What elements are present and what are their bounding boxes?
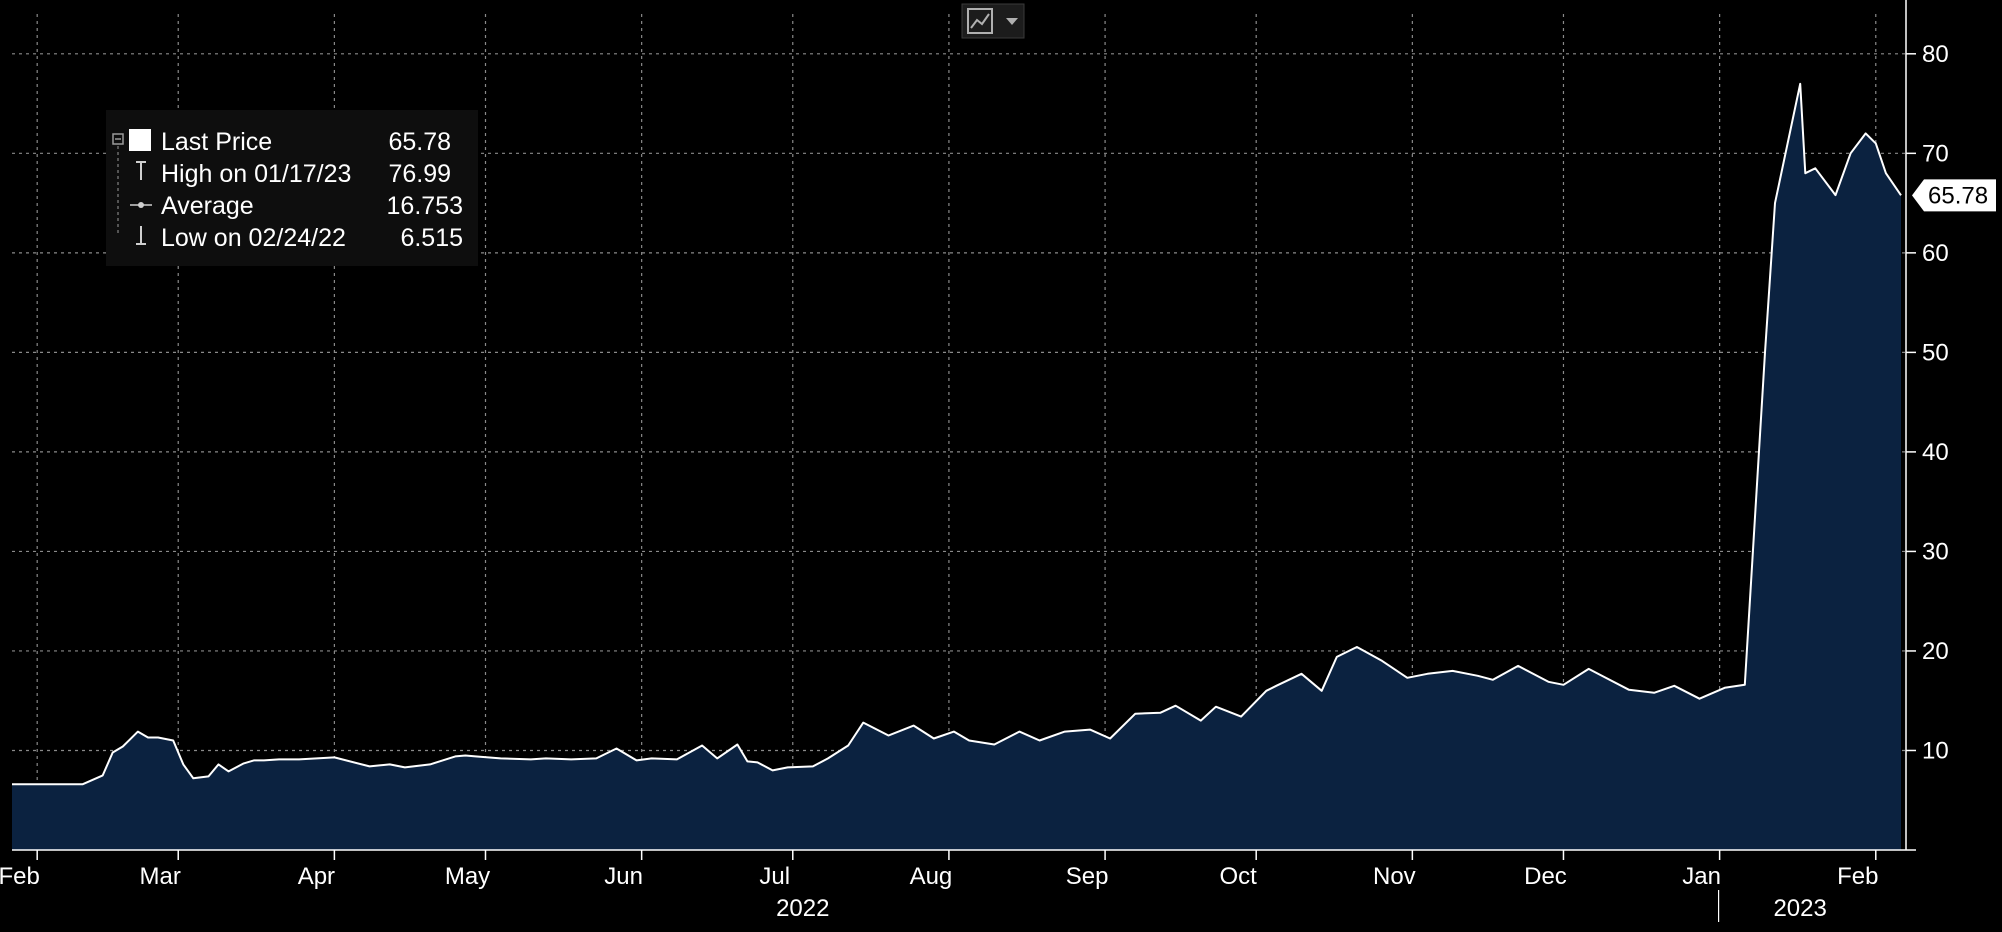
x-tick-label: Apr [298,863,335,890]
legend-value-last-price: 65.78 [388,128,451,156]
x-tick-label: Oct [1220,863,1258,890]
x-tick-label: Jul [759,863,790,890]
y-tick-label: 30 [1922,538,1949,565]
legend-entry-low[interactable]: Low on 02/24/22 6.515 [136,224,463,252]
x-tick-label: Mar [140,863,181,890]
price-line [12,82,1902,786]
filled-square-icon [129,129,151,151]
x-tick-label: Dec [1524,863,1567,890]
legend-value-average: 16.753 [387,192,463,220]
legend: Last Price 65.78 High on 01/17/23 76.99 … [106,110,478,266]
last-price-callout: 65.78 [1912,179,1996,212]
legend-entry-last-price[interactable]: Last Price 65.78 [129,128,451,156]
legend-label-last-price: Last Price [161,128,272,156]
legend-label-high: High on 01/17/23 [161,160,351,188]
last-price-callout-text: 65.78 [1928,182,1988,209]
x-tick-label: Sep [1066,863,1109,890]
legend-box [106,110,478,266]
last-price-callout-shape [1912,179,1996,212]
legend-label-average: Average [161,192,254,220]
x-tick-label: Aug [910,863,953,890]
y-tick-label: 50 [1922,339,1949,366]
high-marker-icon [136,161,146,180]
y-tick-label: 20 [1922,638,1949,665]
legend-value-low: 6.515 [400,224,463,252]
legend-label-low: Low on 02/24/22 [161,224,346,252]
average-marker-icon [130,202,152,208]
x-tick-label: Nov [1373,863,1416,890]
legend-entry-average[interactable]: Average 16.753 [130,192,463,220]
price-area [12,83,1901,851]
y-tick-label: 10 [1922,737,1949,764]
x-tick-label: Feb [0,863,40,890]
x-tick-label: Jan [1682,863,1721,890]
low-marker-icon [136,226,146,245]
y-tick-label: 80 [1922,41,1949,68]
chart-type-button[interactable] [961,3,1025,39]
chevron-down-icon [1006,18,1018,25]
x-year-label: 2023 [1773,895,1826,922]
axis-layer: 10 20 30 40 50 60 70 80 Feb Mar Apr May Jun Jul Aug Sep… [0,0,1949,922]
x-tick-label: May [445,863,490,890]
legend-collapse-icon[interactable] [112,133,124,145]
y-tick-label: 40 [1922,439,1949,466]
series-layer [12,82,1902,851]
x-tick-label: Jun [604,863,643,890]
x-tick-label: Feb [1837,863,1878,890]
x-year-label: 2022 [776,895,829,922]
legend-value-high: 76.99 [388,160,451,188]
legend-entry-high[interactable]: High on 01/17/23 76.99 [136,160,451,188]
y-tick-label: 70 [1922,140,1949,167]
y-tick-label: 60 [1922,240,1949,267]
line-chart-icon [967,8,993,34]
